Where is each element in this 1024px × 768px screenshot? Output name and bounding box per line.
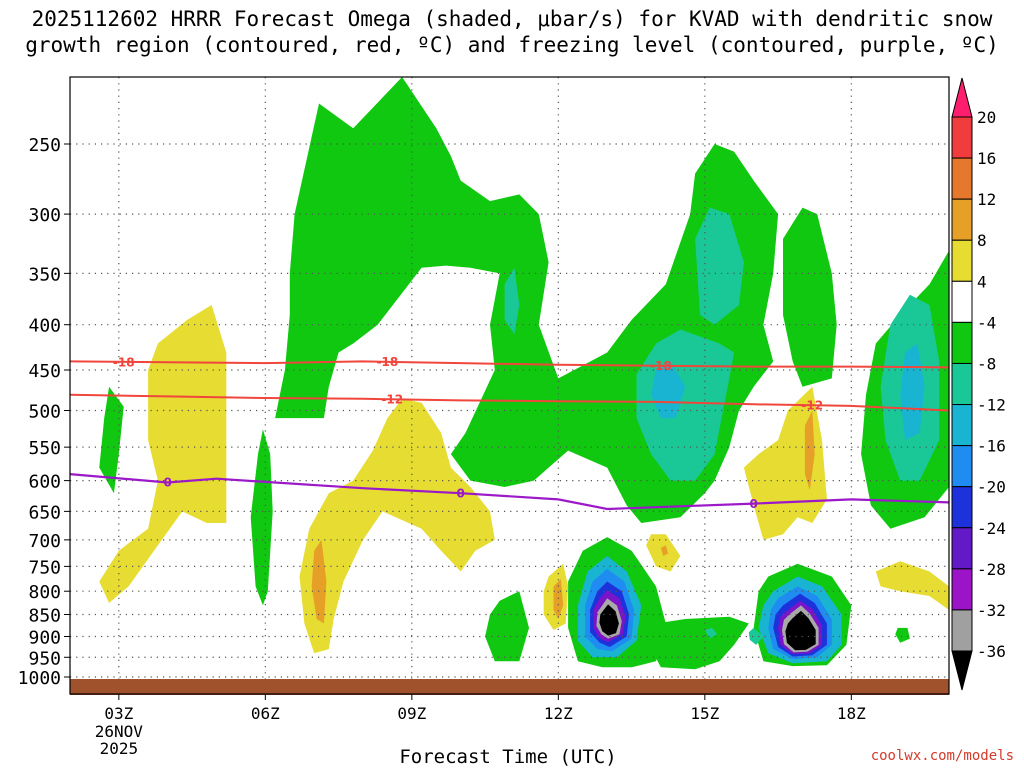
x-tick-label-15Z: 15Z — [690, 704, 719, 723]
x-tick-label-03Z: 03Z — [104, 704, 133, 723]
x-date-label-0: 26NOV — [95, 722, 144, 741]
colorbar-swatch-1 — [951, 157, 973, 200]
colorbar-swatch-7 — [951, 404, 973, 447]
colorbar-label-7: -12 — [977, 396, 1006, 415]
temperature-contours: -18 -18 -18 -12 -12 0 0 0 — [69, 355, 950, 511]
plot-frame — [69, 76, 950, 695]
y-tick-label-250: 250 — [28, 135, 61, 156]
y-tick-label-650: 650 — [28, 502, 61, 523]
contour-label-7: 0 — [749, 497, 757, 511]
colorbar: 20 16 12 8 4 -4 -8 -12 -16 -20 -24 -28 -32 -36 — [951, 77, 1006, 691]
colorbar-label-1: 16 — [977, 149, 996, 168]
colorbar-swatch-10 — [951, 527, 973, 570]
colorbar-label-6: -8 — [977, 354, 996, 373]
omega-region-teal-11 — [695, 207, 744, 325]
colorbar-swatch-6 — [951, 362, 973, 406]
y-tick-label-550: 550 — [28, 438, 61, 459]
omega-region-green-3 — [99, 386, 124, 494]
colorbar-label-3: 8 — [977, 231, 987, 250]
x-tick-label-12Z: 12Z — [544, 704, 573, 723]
freezing-level-contour — [69, 473, 950, 511]
colorbar-swatch-8 — [951, 445, 973, 488]
y-tick-label-350: 350 — [28, 264, 61, 285]
colorbar-top-arrow — [951, 77, 973, 118]
colorbar-swatch-4 — [951, 280, 973, 323]
omega-region-teal-38 — [748, 627, 764, 645]
x-axis-title: Forecast Time (UTC) — [0, 746, 1024, 768]
omega-region-black-31 — [599, 604, 619, 636]
omega-region-green-4 — [250, 429, 273, 606]
omega-region-yellow-16 — [99, 305, 227, 603]
colorbar-label-8: -16 — [977, 437, 1006, 456]
x-axis-title-text: Forecast Time (UTC) — [399, 746, 617, 768]
contour-label-5: 0 — [163, 475, 171, 489]
omega-region-orange-22 — [311, 539, 327, 624]
colorbar-label-12: -32 — [977, 601, 1006, 620]
y-tick-label-900: 900 — [28, 627, 61, 648]
ground-band — [70, 679, 949, 695]
omega-region-green-7 — [651, 616, 749, 670]
colorbar-swatch-3 — [951, 239, 973, 282]
omega-region-teal-13 — [504, 267, 520, 335]
omega-region-yellow-17 — [299, 398, 495, 654]
omega-region-black-37 — [785, 610, 816, 651]
omega-region-green-9 — [895, 627, 910, 643]
x-tick-label-18Z: 18Z — [837, 704, 866, 723]
colorbar-label-2: 12 — [977, 190, 996, 209]
omega-region-orange-25 — [660, 545, 669, 556]
colorbar-swatch-2 — [951, 198, 973, 241]
omega-region-teal-39 — [704, 627, 717, 639]
colorbar-label-4: 4 — [977, 272, 987, 291]
contour-label-2: -18 — [650, 359, 672, 373]
x-tick-label-09Z: 09Z — [397, 704, 426, 723]
axes: 2503003504004505005506006507007508008509… — [18, 135, 867, 758]
y-tick-label-1000: 1000 — [18, 668, 61, 689]
colorbar-swatch-9 — [951, 486, 973, 529]
omega-region-cyan-14 — [651, 361, 686, 419]
omega-region-green-1 — [783, 207, 837, 387]
colorbar-label-9: -20 — [977, 478, 1006, 497]
x-tick-label-06Z: 06Z — [251, 704, 280, 723]
credit-link[interactable]: coolwx.com/models — [870, 748, 1014, 764]
colorbar-label-13: -36 — [977, 642, 1006, 661]
y-tick-label-450: 450 — [28, 361, 61, 382]
colorbar-bottom-arrow — [951, 650, 973, 691]
chart-title: 2025112602 HRRR Forecast Omega (shaded, … — [0, 6, 1024, 58]
y-tick-label-950: 950 — [28, 648, 61, 669]
dotted-grid — [70, 77, 949, 680]
colorbar-swatch-12 — [951, 609, 973, 652]
y-tick-label-750: 750 — [28, 557, 61, 578]
y-tick-label-800: 800 — [28, 582, 61, 603]
omega-region-green-8 — [485, 591, 529, 662]
contour-label-6: 0 — [456, 487, 464, 501]
x-date-label-1: 2025 — [100, 739, 139, 758]
contour-label-3: -12 — [381, 392, 403, 406]
colorbar-swatch-0 — [951, 116, 973, 159]
y-tick-label-700: 700 — [28, 531, 61, 552]
omega-region-orange-23 — [804, 410, 815, 491]
y-tick-label-850: 850 — [28, 606, 61, 627]
contour-label-1: -18 — [377, 355, 399, 369]
colorbar-swatch-11 — [951, 568, 973, 611]
y-tick-label-500: 500 — [28, 402, 61, 423]
y-tick-label-300: 300 — [28, 205, 61, 226]
dgz-contour--18 — [69, 360, 950, 369]
omega-region-yellow-21 — [875, 561, 949, 610]
shaded-omega-regions — [99, 77, 949, 670]
contour-label-4: -12 — [801, 399, 823, 413]
colorbar-label-10: -24 — [977, 519, 1006, 538]
colorbar-label-0: 20 — [977, 108, 996, 127]
contour-label-0: -18 — [113, 356, 135, 370]
y-tick-label-400: 400 — [28, 316, 61, 337]
colorbar-swatch-5 — [951, 321, 973, 364]
chart-title-line2: growth region (contoured, red, ºC) and f… — [25, 33, 999, 57]
y-tick-label-600: 600 — [28, 472, 61, 493]
colorbar-label-11: -28 — [977, 560, 1006, 579]
dgz-contour--12 — [69, 393, 950, 412]
chart-title-line1: 2025112602 HRRR Forecast Omega (shaded, … — [31, 7, 993, 31]
colorbar-label-5: -4 — [977, 313, 996, 332]
